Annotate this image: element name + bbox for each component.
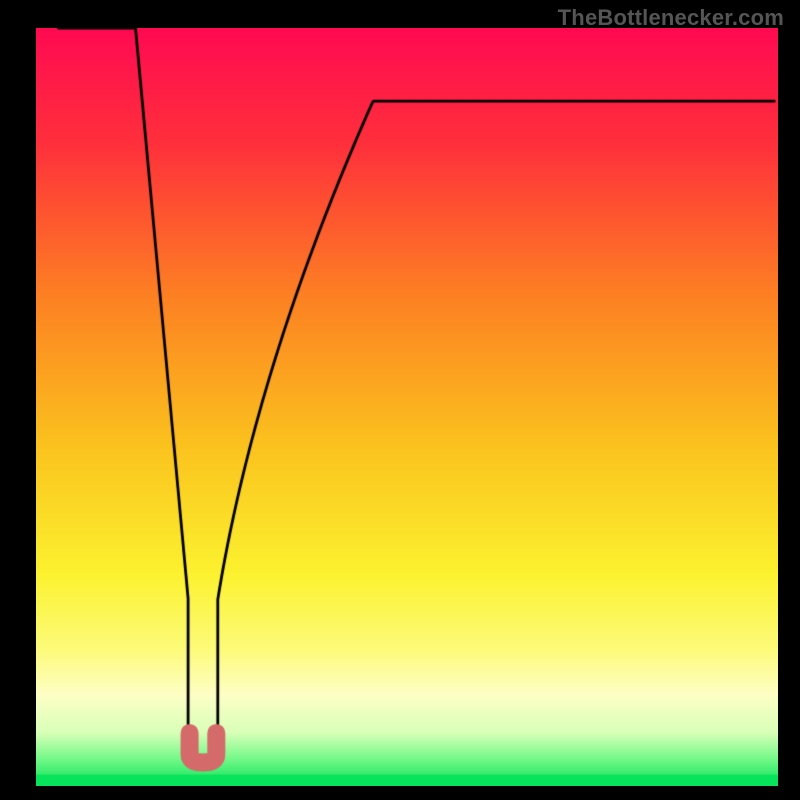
plot-area: [36, 28, 778, 786]
frame-border-bottom: [0, 786, 800, 800]
frame-border-left: [0, 0, 36, 800]
frame-border-right: [778, 0, 800, 800]
watermark-text: TheBottlenecker.com: [558, 5, 784, 31]
root: TheBottlenecker.com: [0, 0, 800, 800]
plot-canvas: [36, 28, 778, 786]
